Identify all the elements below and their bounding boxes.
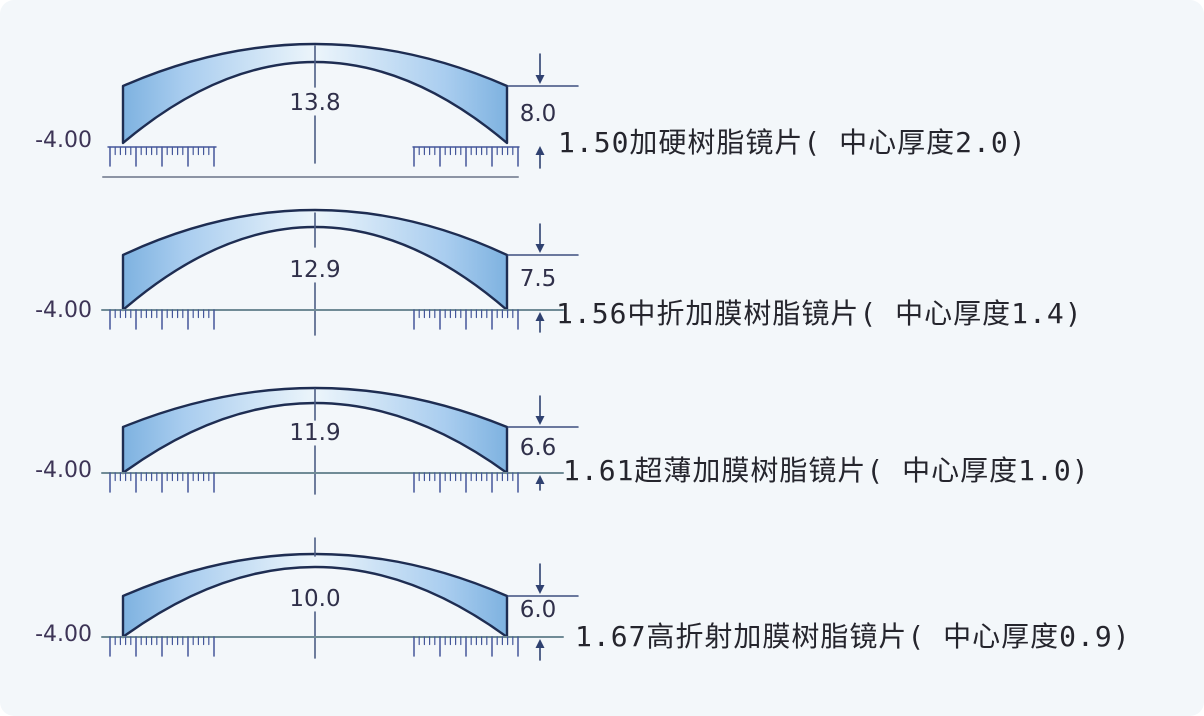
lens-caption: 1.67高折射加膜树脂镜片( 中心厚度0.9) <box>575 620 1131 653</box>
lens-row: 10.0 -4.00 6.0 1.67高折射加膜树脂镜片( 中心厚度0.9) <box>35 537 1131 661</box>
lens-row: 13.8 -4.00 8.01.50加硬树脂镜片( 中心厚度2.0) <box>35 42 1027 178</box>
down-arrow-icon <box>535 75 545 84</box>
lens-row: 12.9 -4.00 7.5 1.56中折加膜树脂镜片( 中心厚度1.4) <box>35 208 1083 336</box>
lens-profile <box>121 42 509 145</box>
down-arrow-icon <box>535 585 545 594</box>
up-arrow-icon <box>535 312 545 321</box>
edge-value-label: 7.5 <box>520 266 557 292</box>
lens-caption: 1.61超薄加膜树脂镜片( 中心厚度1.0) <box>563 454 1090 487</box>
lens-power-label: -4.00 <box>35 298 92 323</box>
center-value-label: 13.8 <box>289 90 340 116</box>
lens-power-label: -4.00 <box>35 128 92 153</box>
lens-caption: 1.56中折加膜树脂镜片( 中心厚度1.4) <box>556 297 1083 330</box>
edge-value-label: 6.6 <box>520 435 557 461</box>
up-arrow-icon <box>535 146 545 155</box>
center-value-label: 11.9 <box>289 420 340 446</box>
lens-power-label: -4.00 <box>35 622 92 647</box>
lens-row: 11.9 -4.00 6.61.61超薄加膜树脂镜片( 中心厚度1.0) <box>35 386 1090 495</box>
edge-value-label: 8.0 <box>520 101 557 127</box>
lens-power-label: -4.00 <box>35 458 92 483</box>
center-value-label: 10.0 <box>289 586 340 612</box>
edge-value-label: 6.0 <box>520 597 557 623</box>
down-arrow-icon <box>535 244 545 253</box>
up-arrow-icon <box>535 475 545 484</box>
up-arrow-icon <box>535 639 545 648</box>
center-value-label: 12.9 <box>289 257 340 283</box>
down-arrow-icon <box>535 416 545 425</box>
lens-caption: 1.50加硬树脂镜片( 中心厚度2.0) <box>558 126 1027 159</box>
